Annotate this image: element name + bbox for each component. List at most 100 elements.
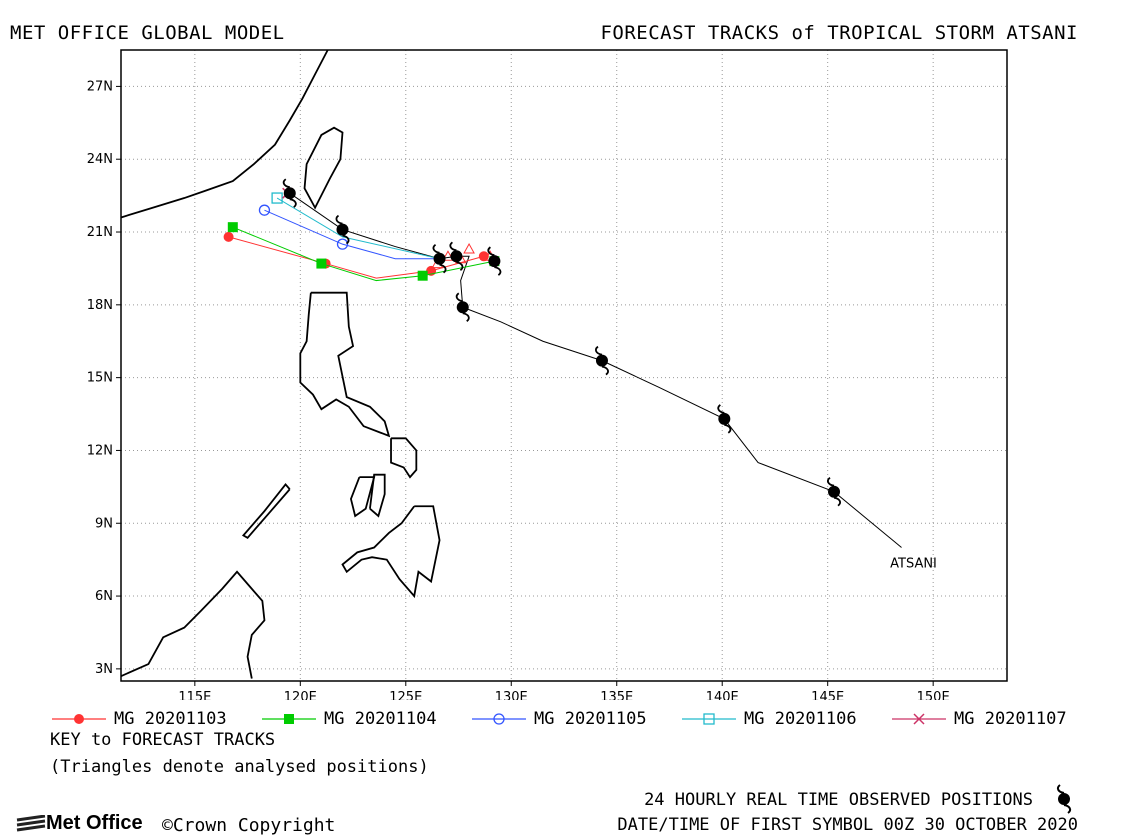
forecast-marker xyxy=(316,258,327,269)
title-left: MET OFFICE GLOBAL MODEL xyxy=(10,22,285,44)
coastline xyxy=(390,437,418,479)
legend-swatch xyxy=(472,713,526,725)
storm-symbol-arm xyxy=(335,214,343,225)
forecast-track-line xyxy=(228,236,484,279)
legend-label: MG 20201105 xyxy=(534,709,647,729)
key-note: (Triangles denote analysed positions) xyxy=(50,757,429,777)
observed-positions-label: 24 HOURLY REAL TIME OBSERVED POSITIONS xyxy=(644,790,1033,810)
analysed-triangle xyxy=(463,242,475,254)
storm-symbol-core xyxy=(718,412,731,425)
legend-marker xyxy=(74,714,84,724)
met-office-logo: Met Office xyxy=(16,812,143,835)
datetime-label: DATE/TIME OF FIRST SYMBOL 00Z 30 OCTOBER… xyxy=(617,815,1078,835)
track-map: 115E 120E 125E 130E 135E 140E 145E 150E 3N 6N 9N 12… xyxy=(87,49,1008,700)
legend-swatch xyxy=(52,714,106,724)
coastline xyxy=(120,570,266,679)
legend-item: MG 20201104 xyxy=(260,708,437,730)
coastline xyxy=(299,291,391,438)
forecast-marker xyxy=(271,192,283,204)
y-tick-label: 3N xyxy=(95,662,113,677)
copyright-text: Crown Copyright xyxy=(172,815,336,836)
storm-symbol xyxy=(282,178,297,208)
legend-marker xyxy=(913,713,925,725)
legend-item: MG 20201107 xyxy=(890,708,1067,730)
storm-symbol-core xyxy=(595,354,608,367)
storm-symbol-core xyxy=(488,255,501,268)
storm-symbol-arm xyxy=(494,266,502,276)
map-frame xyxy=(120,49,1008,682)
x-tick-label: 140E xyxy=(706,690,739,700)
storm-symbol-arm xyxy=(717,404,725,414)
storm-symbol xyxy=(487,246,502,276)
storm-symbol-arm xyxy=(487,246,495,257)
axis-labels: 115E 120E 125E 130E 135E 140E 145E 150E 3N 6N 9N 12… xyxy=(87,79,950,700)
forecast-track-line xyxy=(264,209,440,260)
storm-symbol-arm xyxy=(456,261,464,272)
storm-symbol-arm xyxy=(595,345,603,356)
coastline xyxy=(349,476,376,518)
legend-swatch xyxy=(262,714,316,724)
y-tick-label: 27N xyxy=(87,79,113,94)
x-tick-label: 145E xyxy=(811,690,844,700)
x-tick-label: 150E xyxy=(917,690,950,700)
storm-symbol-core xyxy=(450,250,463,263)
storm-symbol-arm xyxy=(282,178,290,189)
observed-track-line xyxy=(289,192,902,548)
y-tick-label: 9N xyxy=(95,516,113,531)
forecast-marker xyxy=(258,204,271,216)
x-tick-label: 125E xyxy=(389,690,422,700)
forecast-marker xyxy=(227,222,238,233)
storm-symbol xyxy=(717,404,732,434)
x-tick-label: 115E xyxy=(178,690,211,700)
coastline xyxy=(369,473,386,518)
legend-swatch xyxy=(892,713,946,725)
coastline xyxy=(303,126,344,210)
storm-symbol-core xyxy=(456,301,469,314)
storm-symbol-core xyxy=(283,187,296,200)
coastlines xyxy=(120,49,441,679)
storm-symbol-arm xyxy=(432,243,440,254)
met-office-logo-icon xyxy=(16,814,46,831)
storm-symbol-core xyxy=(336,223,349,236)
legend-item: MG 20201106 xyxy=(680,708,857,730)
storm-symbol-arm xyxy=(724,424,732,434)
y-tick-label: 15N xyxy=(87,371,113,386)
legend-label: MG 20201104 xyxy=(324,709,437,729)
y-tick-label: 21N xyxy=(87,225,113,240)
title-right: FORECAST TRACKS of TROPICAL STORM ATSANI xyxy=(600,22,1078,44)
storm-symbol-arm xyxy=(449,241,457,252)
legend-item: MG 20201103 xyxy=(50,708,227,730)
storm-symbol-arm xyxy=(601,365,609,376)
storm-symbol xyxy=(335,214,350,245)
storm-symbol xyxy=(455,292,470,322)
legend-item: MG 20201105 xyxy=(470,708,647,730)
y-tick-label: 6N xyxy=(95,589,113,604)
legend-label: MG 20201103 xyxy=(114,709,227,729)
coastline xyxy=(120,49,329,219)
legend-label: MG 20201107 xyxy=(954,709,1067,729)
observed-track xyxy=(289,192,902,548)
legend-label: MG 20201106 xyxy=(744,709,857,729)
legend-marker xyxy=(284,714,294,724)
coastline xyxy=(241,483,291,539)
forecast-track-line xyxy=(232,226,495,282)
storm-symbol-arm xyxy=(833,496,841,507)
copyright-symbol: © xyxy=(162,815,173,836)
forecast-marker xyxy=(417,270,428,281)
key-title: KEY to FORECAST TRACKS xyxy=(50,730,276,750)
legend-marker xyxy=(493,713,505,725)
storm-symbol-core xyxy=(433,252,446,265)
storm-symbol-arm xyxy=(439,263,447,274)
grid-lines xyxy=(116,50,1007,686)
storm-symbol-core xyxy=(828,485,841,498)
x-tick-label: 135E xyxy=(600,690,633,700)
x-tick-label: 120E xyxy=(284,690,317,700)
storm-symbol xyxy=(827,476,841,507)
storm-symbol xyxy=(595,345,609,376)
tropical-storm-icon xyxy=(1056,784,1072,814)
forecast-tracks xyxy=(223,187,500,282)
storm-symbol-arm xyxy=(289,198,297,208)
y-tick-label: 12N xyxy=(87,443,113,458)
y-tick-label: 18N xyxy=(87,298,113,313)
copyright: ©Crown Copyright xyxy=(162,815,335,836)
